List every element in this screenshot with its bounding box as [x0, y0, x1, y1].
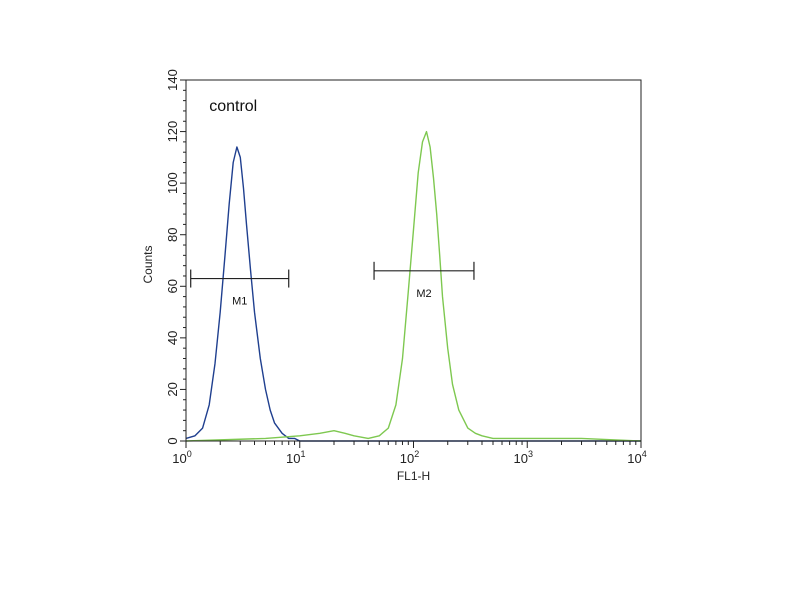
annotation-text: control — [209, 98, 257, 115]
series-line-2 — [185, 130, 642, 442]
x-tick-label: 100 — [172, 449, 191, 466]
marker-label: M2 — [416, 288, 431, 300]
x-tick-label: 101 — [286, 449, 305, 466]
y-axis-label: Counts — [141, 245, 155, 283]
y-tick-label: 20 — [165, 382, 180, 396]
x-tick-label: 102 — [400, 449, 419, 466]
y-tick-label: 40 — [165, 331, 180, 345]
marker-m1: M1 — [190, 269, 290, 308]
x-tick-label: 103 — [514, 449, 533, 466]
y-tick-label: 80 — [165, 227, 180, 241]
series-line-1 — [185, 146, 641, 442]
y-tick-label: 0 — [165, 437, 180, 444]
y-tick-label: 120 — [165, 121, 180, 143]
y-tick-label: 100 — [165, 172, 180, 194]
y-tick-label: 60 — [165, 279, 180, 293]
y-tick-label: 140 — [165, 69, 180, 91]
x-axis-label: FL1-H — [397, 469, 430, 483]
x-tick-label: 104 — [627, 449, 646, 466]
marker-label: M1 — [232, 296, 247, 308]
marker-m2: M2 — [373, 261, 475, 300]
